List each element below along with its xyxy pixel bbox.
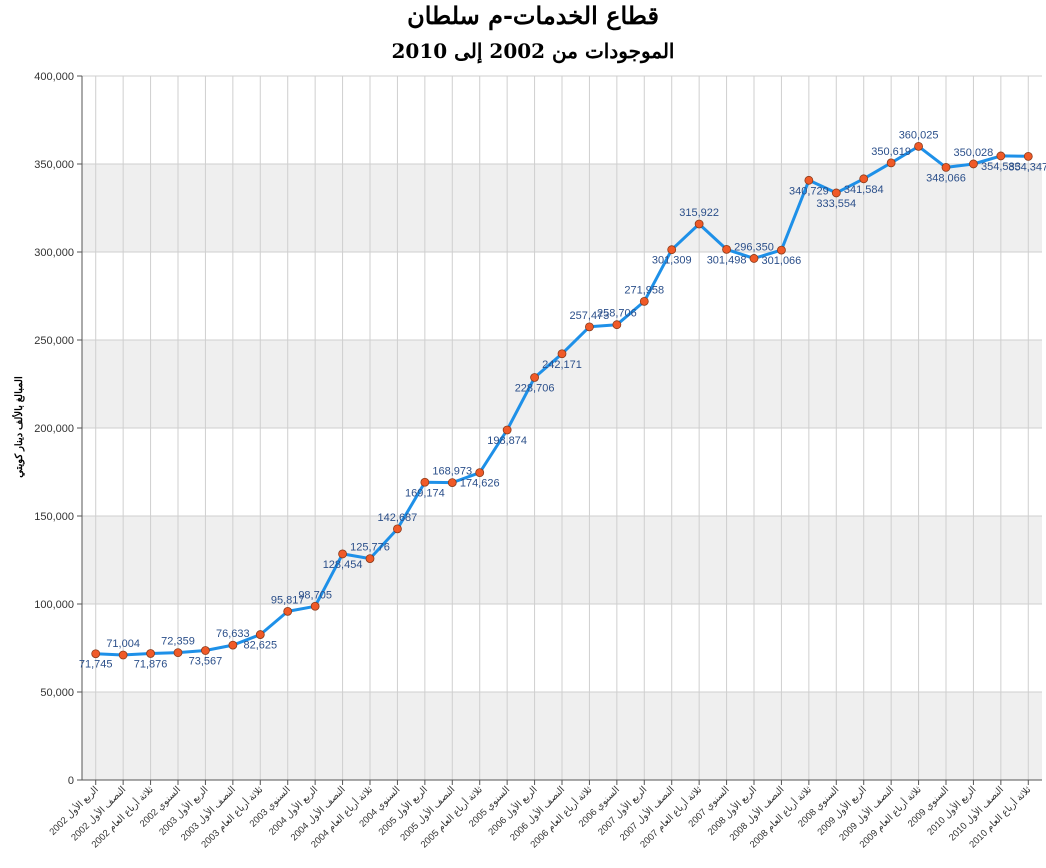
grid-lines	[82, 75, 1042, 781]
data-label: 168,973	[432, 466, 472, 478]
data-label: 348,066	[926, 172, 966, 184]
y-tick-label: 250,000	[34, 335, 74, 347]
data-label: 82,625	[243, 640, 277, 652]
data-label: 271,958	[624, 284, 664, 296]
data-label: 125,776	[350, 542, 390, 554]
data-label: 354,347	[1008, 161, 1046, 173]
x-tick-label: الربع الأول 2009	[815, 784, 869, 838]
data-point	[1023, 151, 1033, 161]
data-point	[365, 554, 375, 564]
y-tick-label: 0	[68, 775, 74, 787]
data-point	[310, 601, 320, 611]
data-label: 169,174	[405, 487, 445, 499]
data-label: 72,359	[161, 636, 195, 648]
data-point	[146, 649, 155, 658]
data-label: 301,498	[707, 254, 747, 266]
x-tick-label: الربع الأول 2006	[486, 784, 540, 838]
data-label: 296,350	[734, 241, 774, 253]
data-label: 333,554	[816, 198, 856, 210]
data-label: 354,583	[981, 161, 1021, 173]
data-label: 198,874	[487, 435, 527, 447]
data-point	[420, 477, 430, 487]
data-point	[694, 219, 704, 229]
x-tick-label: الربع الأول 2010	[924, 784, 978, 838]
data-label: 76,633	[216, 628, 250, 640]
data-label: 71,876	[134, 658, 168, 670]
y-tick-label: 350,000	[34, 159, 74, 171]
data-point	[639, 296, 649, 306]
y-tick-label: 200,000	[34, 423, 74, 435]
data-label: 242,171	[542, 359, 582, 371]
data-point	[996, 151, 1006, 161]
data-label: 174,626	[460, 478, 500, 490]
data-label: 360,025	[899, 129, 939, 141]
x-tick-label: الربع الأول 2003	[156, 784, 210, 838]
data-point	[173, 648, 183, 658]
data-point	[722, 244, 731, 254]
y-tick-label: 50,000	[40, 687, 74, 699]
data-label: 128,454	[323, 559, 363, 571]
data-point	[475, 468, 485, 478]
data-label: 341,584	[844, 184, 884, 196]
x-tick-label: الربع الأول 2005	[376, 784, 430, 838]
data-point	[447, 478, 457, 488]
data-point	[530, 373, 539, 382]
data-point	[804, 175, 814, 185]
data-point	[228, 640, 238, 650]
x-tick-label: الربع الأول 2007	[595, 784, 649, 838]
y-tick-label: 100,000	[34, 599, 74, 611]
chart-subtitle: الموجودات من 2002 إلى 2010	[392, 39, 675, 64]
data-label: 98,705	[298, 589, 332, 601]
data-label: 95,817	[271, 594, 305, 606]
axes	[77, 75, 1042, 785]
data-point	[831, 188, 841, 198]
data-point	[557, 349, 567, 359]
data-label: 228,706	[515, 382, 555, 394]
data-label: 71,004	[106, 638, 140, 650]
data-point	[118, 650, 128, 660]
x-tick-label: الربع الأول 2002	[47, 784, 101, 838]
data-point	[201, 646, 210, 655]
data-point	[585, 322, 594, 332]
data-point	[859, 174, 869, 184]
data-label: 142,687	[378, 512, 418, 524]
data-point	[502, 425, 512, 435]
data-label: 301,066	[762, 255, 802, 267]
data-point	[749, 254, 759, 263]
data-label: 315,922	[679, 207, 719, 219]
data-label: 350,619	[871, 146, 911, 158]
data-point	[886, 158, 896, 168]
x-tick-label: الربع الأول 2004	[266, 784, 320, 838]
y-tick-label: 300,000	[34, 247, 74, 259]
y-tick-label: 150,000	[34, 511, 74, 523]
data-point	[777, 245, 786, 255]
data-label: 301,309	[652, 255, 692, 267]
x-tick-label: الربع الأول 2008	[705, 784, 759, 838]
data-point	[914, 141, 923, 151]
data-point	[612, 320, 622, 330]
data-point	[941, 163, 951, 172]
data-label: 73,567	[189, 656, 223, 668]
y-tick-labels: 0 50,000 100,000 150,000 200,000 250,000 300,0…	[34, 71, 74, 787]
data-point	[255, 630, 265, 639]
data-point	[283, 606, 293, 616]
data-label: 258,706	[597, 308, 637, 320]
data-point	[667, 245, 677, 255]
y-axis-label: المبالغ بالألف دينار كويتي	[13, 376, 25, 478]
data-point	[338, 549, 347, 559]
data-label: 350,028	[954, 147, 994, 159]
data-point	[969, 159, 978, 169]
data-labels: 71,745 71,004 71,876 72,359 73,567 76,63382,6…	[79, 129, 1046, 670]
data-point	[91, 649, 101, 659]
data-label: 71,745	[79, 659, 113, 671]
chart-title: قطاع الخدمات-م سلطان	[407, 1, 659, 31]
y-tick-label: 400,000	[34, 71, 74, 83]
data-point	[393, 524, 402, 534]
data-label: 340,729	[789, 185, 829, 197]
series	[91, 141, 1033, 660]
data-label: 257,473	[570, 310, 610, 322]
